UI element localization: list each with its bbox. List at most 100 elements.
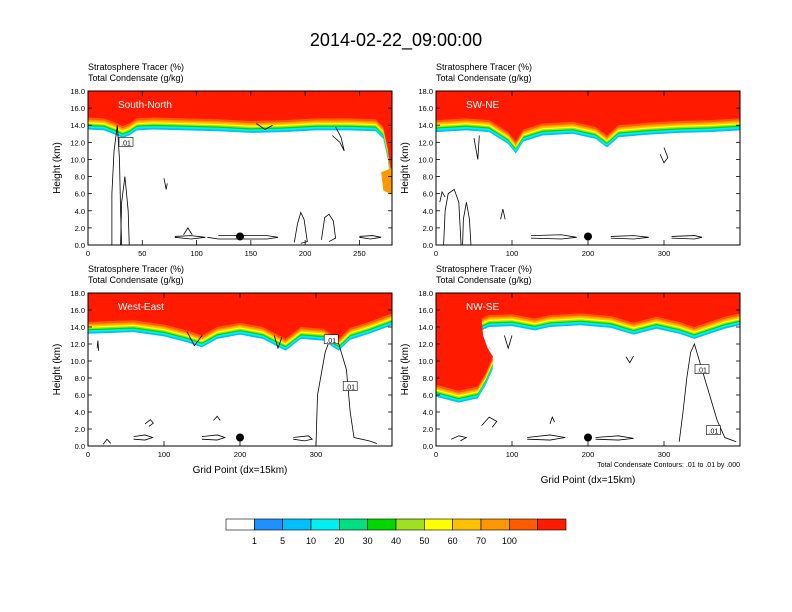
condensate-contour — [256, 123, 273, 130]
panel-label: South-North — [118, 100, 172, 111]
condensate-contour — [610, 235, 649, 240]
y-tick-label: 14.0 — [70, 323, 85, 332]
y-tick-label: 6.0 — [423, 391, 433, 400]
x-tick-label: 100 — [158, 450, 171, 459]
x-tick-label: 200 — [234, 450, 247, 459]
x-tick-label: 0 — [434, 249, 438, 258]
contour-label-box — [118, 137, 134, 147]
x-tick-label: 250 — [353, 249, 366, 258]
y-tick-label: 0.0 — [75, 241, 85, 250]
colorbar-label: 60 — [448, 536, 458, 546]
colorbar-label: 100 — [502, 536, 517, 546]
contour-footnote: Total Condensate Contours: .01 to .01 by… — [597, 462, 740, 469]
colorbar-label: 50 — [419, 536, 429, 546]
colorbar-label: 5 — [280, 536, 285, 546]
colorbar-label: 70 — [476, 536, 486, 546]
y-tick-label: 14.0 — [70, 121, 85, 130]
condensate-contour — [500, 208, 506, 220]
panel-header-tracer: Stratosphere Tracer (%) — [88, 264, 184, 274]
x-tick-label: 50 — [138, 249, 146, 258]
colorbar-swatch — [282, 518, 312, 531]
contour-label: .01 — [345, 385, 355, 392]
y-tick-label: 18.0 — [70, 87, 85, 96]
x-tick-label: 100 — [190, 249, 203, 258]
condensate-contour — [96, 340, 100, 351]
colorbar-swatch — [424, 518, 453, 531]
y-tick-label: 4.0 — [75, 207, 85, 216]
panel-header-condensate: Total Condensate (g/kg) — [88, 275, 184, 285]
location-marker — [236, 433, 244, 442]
condensate-contour — [462, 202, 472, 245]
location-marker — [584, 433, 592, 442]
panel-frame — [87, 90, 393, 246]
contour-label-box — [706, 425, 721, 436]
y-tick-label: 14.0 — [418, 121, 433, 130]
colorbar-swatch — [367, 518, 397, 531]
y-tick-label: 2.0 — [423, 425, 433, 434]
tracer-intrusion — [381, 168, 392, 194]
x-tick-label: 150 — [245, 249, 258, 258]
condensate-contour — [443, 188, 462, 245]
tracer-band — [88, 293, 392, 339]
condensate-contour — [473, 135, 480, 160]
panel-header-tracer: Stratosphere Tracer (%) — [88, 62, 184, 72]
condensate-contour — [273, 335, 283, 350]
condensate-contour — [163, 178, 168, 190]
panel-plot-west-east — [88, 293, 392, 446]
panel-plot-sw-ne — [436, 91, 740, 245]
panel-header-tracer: Stratosphere Tracer (%) — [436, 62, 532, 72]
y-tick-label: 6.0 — [75, 190, 85, 199]
y-tick-label: 8.0 — [75, 173, 85, 182]
y-tick-label: 12.0 — [418, 138, 433, 147]
colorbar-label: 30 — [363, 536, 373, 546]
y-tick-label: 18.0 — [418, 289, 433, 298]
x-tick-label: 200 — [582, 249, 595, 258]
y-tick-label: 10.0 — [70, 155, 85, 164]
x-tick-label: 0 — [86, 249, 90, 258]
colorbar-label: 40 — [391, 536, 401, 546]
y-axis-label: Height (km) — [400, 344, 411, 396]
colorbar-swatch — [310, 518, 340, 531]
x-tick-label: 300 — [658, 249, 671, 258]
condensate-contour — [174, 235, 206, 240]
colorbar-swatch — [480, 518, 510, 531]
panel-header-condensate: Total Condensate (g/kg) — [436, 73, 532, 83]
condensate-contour — [439, 190, 446, 203]
condensate-contour — [315, 334, 377, 445]
condensate-contour — [213, 415, 221, 421]
y-tick-label: 16.0 — [418, 306, 433, 315]
y-tick-label: 10.0 — [70, 357, 85, 366]
y-tick-label: 4.0 — [423, 207, 433, 216]
tracer-band — [436, 293, 740, 391]
condensate-contour — [671, 235, 703, 240]
y-tick-label: 12.0 — [418, 340, 433, 349]
condensate-contour — [144, 419, 154, 427]
y-tick-label: 12.0 — [70, 138, 85, 147]
colorbar-swatch — [254, 518, 283, 531]
y-tick-label: 8.0 — [423, 173, 433, 182]
condensate-contour — [120, 176, 130, 245]
panel-plot-nw-se — [436, 293, 740, 446]
contour-label: .01 — [326, 338, 336, 345]
contour-label: .01 — [709, 429, 719, 436]
y-tick-label: 18.0 — [70, 289, 85, 298]
x-tick-label: 0 — [86, 450, 90, 459]
condensate-contour — [659, 147, 669, 164]
panel-header-condensate: Total Condensate (g/kg) — [88, 73, 184, 83]
y-tick-label: 10.0 — [418, 357, 433, 366]
condensate-contour — [451, 435, 468, 442]
colorbar-swatch — [509, 518, 538, 531]
condensate-contour — [207, 235, 279, 240]
condensate-contour — [293, 211, 308, 244]
y-tick-label: 16.0 — [70, 306, 85, 315]
condensate-contour — [549, 416, 555, 425]
x-tick-label: 200 — [582, 450, 595, 459]
panel-label: West-East — [118, 302, 164, 313]
x-tick-label: 300 — [658, 450, 671, 459]
colorbar-label: 1 — [252, 536, 257, 546]
colorbar-swatch — [339, 518, 368, 531]
y-axis-label: Height (km) — [52, 344, 63, 396]
y-tick-label: 8.0 — [423, 374, 433, 383]
y-tick-label: 12.0 — [70, 340, 85, 349]
